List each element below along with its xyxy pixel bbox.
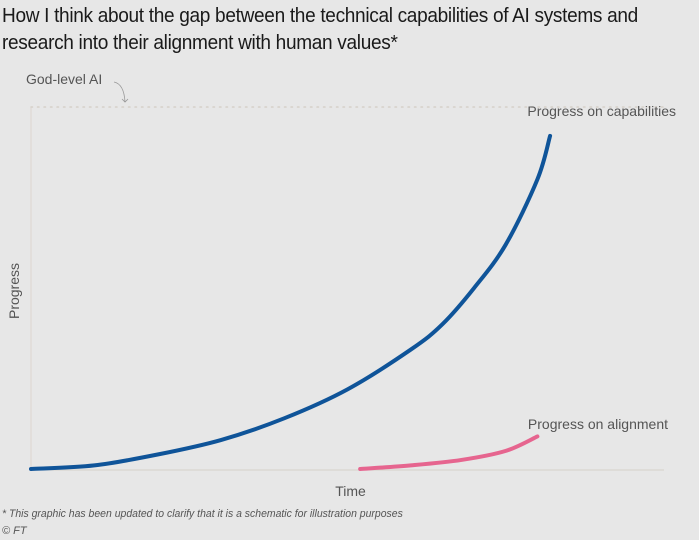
source-credit: © FT [2,525,27,537]
chart-title: How I think about the gap between the te… [2,4,638,54]
x-axis-label: Time [335,483,366,499]
series-label-progress-on-capabilities: Progress on capabilities [527,103,676,119]
y-axis-label: Progress [6,263,22,319]
series-line-progress-on-alignment [358,434,540,471]
god-level-ai-label: God-level AI [26,71,102,87]
footnote: * This graphic has been updated to clari… [2,508,403,520]
series-line-progress-on-capabilities [29,133,553,471]
series-label-progress-on-alignment: Progress on alignment [528,416,668,432]
annotation-arrow-icon [113,81,129,103]
